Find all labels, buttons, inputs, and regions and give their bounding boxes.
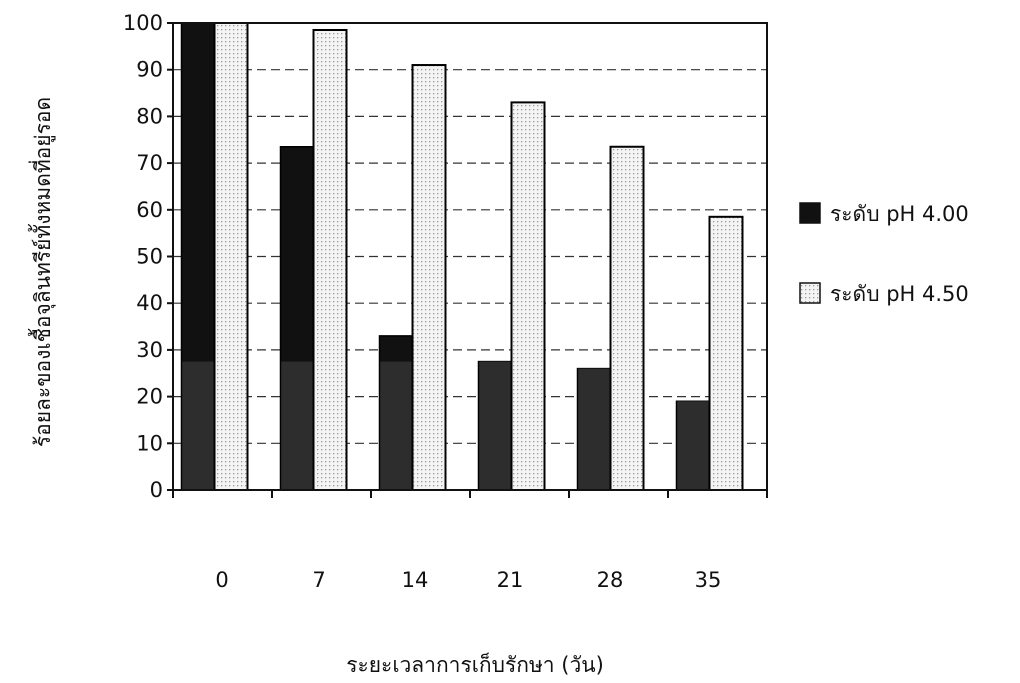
bar-ph-4-50-14 bbox=[411, 64, 447, 491]
legend-label-ph-4-50: ระดับ pH 4.50 bbox=[830, 282, 969, 306]
x-tick-label: 28 bbox=[597, 568, 624, 592]
x-axis-title: ระยะเวลาการเก็บรักษา (วัน) bbox=[346, 651, 604, 677]
y-tick-label: 10 bbox=[136, 431, 163, 455]
x-tick-label: 7 bbox=[312, 568, 325, 592]
bar-ph-4-50-0 bbox=[213, 22, 249, 491]
bar-ph-4-00-shade bbox=[380, 361, 412, 490]
y-tick-label: 80 bbox=[136, 104, 163, 128]
bar-ph-4-50-21 bbox=[510, 101, 546, 491]
bars bbox=[180, 22, 744, 491]
x-tick-label: 14 bbox=[402, 568, 429, 592]
legend-swatch-ph-4-00 bbox=[799, 202, 821, 224]
bar-ph-4-50-35 bbox=[708, 215, 744, 491]
y-tick-label: 70 bbox=[136, 151, 163, 175]
x-tick-label: 35 bbox=[695, 568, 722, 592]
gridlines bbox=[173, 69, 767, 444]
y-tick-label: 20 bbox=[136, 385, 163, 409]
bar-ph-4-00-shade bbox=[677, 401, 709, 490]
bar-ph-4-00-shade bbox=[182, 361, 214, 490]
y-tick-label: 50 bbox=[136, 245, 163, 269]
y-axis-ticks: 0 10 20 30 40 50 60 70 80 90 100 bbox=[123, 11, 173, 502]
bar-ph-4-50-28 bbox=[609, 145, 645, 491]
bar-ph-4-00-shade bbox=[479, 361, 511, 490]
legend-swatch-ph-4-50 bbox=[799, 282, 821, 304]
bar-ph-4-50-7 bbox=[312, 29, 348, 491]
x-tick-label: 0 bbox=[215, 568, 228, 592]
y-tick-label: 90 bbox=[136, 58, 163, 82]
legend-label-ph-4-00: ระดับ pH 4.00 bbox=[830, 202, 969, 226]
y-tick-label: 60 bbox=[136, 198, 163, 222]
x-tick-label: 21 bbox=[497, 568, 524, 592]
y-axis-title: ร้อยละของเชื้อจุลินทรีย์ทั้งหมดที่อยู่รอ… bbox=[28, 97, 56, 447]
legend: ระดับ pH 4.00 ระดับ pH 4.50 bbox=[799, 202, 969, 306]
y-tick-label: 40 bbox=[136, 291, 163, 315]
y-tick-label: 100 bbox=[123, 11, 163, 35]
y-tick-label: 0 bbox=[150, 478, 163, 502]
bar-ph-4-00-shade bbox=[281, 361, 313, 490]
bar-ph-4-00-shade bbox=[578, 368, 610, 490]
y-tick-label: 30 bbox=[136, 338, 163, 362]
x-axis-ticks: 0 7 14 21 28 35 bbox=[172, 490, 768, 592]
